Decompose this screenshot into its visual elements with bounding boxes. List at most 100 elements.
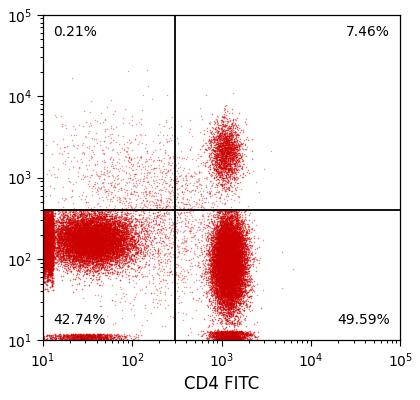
Point bbox=[176, 204, 182, 210]
Point bbox=[225, 240, 232, 246]
Point bbox=[223, 232, 229, 239]
Point bbox=[236, 263, 243, 270]
Point bbox=[220, 163, 226, 169]
Point bbox=[224, 252, 231, 258]
Point bbox=[210, 150, 217, 157]
Point bbox=[61, 226, 68, 233]
Point bbox=[107, 212, 113, 219]
Point bbox=[246, 246, 253, 253]
Point bbox=[224, 249, 231, 255]
Point bbox=[72, 249, 79, 255]
Point bbox=[218, 172, 225, 178]
Point bbox=[47, 246, 54, 253]
Point bbox=[95, 230, 102, 237]
Point bbox=[213, 250, 220, 256]
Point bbox=[213, 282, 220, 288]
Point bbox=[211, 211, 218, 218]
Point bbox=[115, 240, 122, 246]
Point bbox=[110, 235, 117, 241]
Point bbox=[223, 242, 229, 249]
Point bbox=[204, 329, 211, 336]
Point bbox=[218, 227, 224, 233]
Point bbox=[218, 270, 225, 276]
Point bbox=[217, 163, 223, 169]
Point bbox=[224, 260, 231, 266]
Point bbox=[218, 269, 225, 276]
Point bbox=[214, 294, 221, 300]
Point bbox=[226, 281, 233, 287]
Point bbox=[87, 240, 93, 246]
Point bbox=[126, 236, 132, 243]
Point bbox=[64, 226, 71, 233]
Point bbox=[81, 234, 88, 240]
Point bbox=[231, 265, 238, 272]
Point bbox=[239, 141, 246, 148]
Point bbox=[70, 254, 76, 260]
Point bbox=[250, 217, 257, 223]
Point bbox=[220, 186, 227, 192]
Point bbox=[218, 288, 225, 294]
Point bbox=[226, 282, 233, 288]
Point bbox=[50, 230, 56, 237]
Point bbox=[226, 240, 232, 246]
Point bbox=[218, 142, 225, 149]
Point bbox=[46, 214, 53, 220]
Point bbox=[42, 238, 49, 244]
Point bbox=[232, 295, 239, 302]
Point bbox=[212, 125, 218, 132]
Point bbox=[235, 288, 242, 294]
Point bbox=[224, 249, 231, 255]
Point bbox=[216, 271, 223, 277]
Point bbox=[211, 290, 218, 297]
Point bbox=[94, 231, 101, 237]
Point bbox=[86, 270, 93, 277]
Point bbox=[41, 207, 47, 214]
Point bbox=[231, 270, 237, 276]
Point bbox=[76, 236, 82, 242]
Point bbox=[94, 252, 101, 258]
Point bbox=[220, 337, 226, 343]
Point bbox=[226, 272, 233, 279]
Point bbox=[214, 271, 220, 277]
Point bbox=[116, 241, 123, 247]
Point bbox=[223, 307, 230, 314]
Point bbox=[184, 220, 191, 226]
Point bbox=[213, 329, 220, 336]
Point bbox=[244, 262, 251, 268]
Point bbox=[215, 245, 222, 252]
Point bbox=[230, 234, 236, 240]
Point bbox=[47, 225, 53, 231]
Point bbox=[74, 331, 80, 338]
Point bbox=[224, 268, 231, 275]
Point bbox=[230, 272, 236, 279]
Point bbox=[224, 290, 231, 297]
Point bbox=[88, 236, 94, 242]
Point bbox=[89, 258, 96, 264]
Point bbox=[231, 254, 238, 260]
Point bbox=[49, 253, 56, 260]
Point bbox=[220, 263, 226, 270]
Point bbox=[89, 237, 95, 243]
Point bbox=[46, 238, 53, 244]
Point bbox=[227, 307, 234, 314]
Point bbox=[220, 283, 227, 289]
Point bbox=[104, 240, 110, 247]
Point bbox=[221, 278, 228, 285]
Point bbox=[220, 155, 226, 162]
Point bbox=[237, 265, 244, 272]
Point bbox=[226, 150, 232, 156]
Point bbox=[241, 298, 247, 304]
Point bbox=[97, 221, 104, 227]
Point bbox=[99, 208, 105, 214]
Point bbox=[235, 236, 242, 242]
Point bbox=[226, 241, 232, 247]
Point bbox=[199, 231, 206, 238]
Point bbox=[110, 254, 117, 260]
Point bbox=[239, 253, 246, 260]
Point bbox=[40, 261, 47, 268]
Point bbox=[114, 231, 121, 237]
Point bbox=[226, 241, 233, 247]
Point bbox=[239, 145, 246, 152]
Point bbox=[144, 67, 150, 73]
Point bbox=[233, 272, 239, 278]
